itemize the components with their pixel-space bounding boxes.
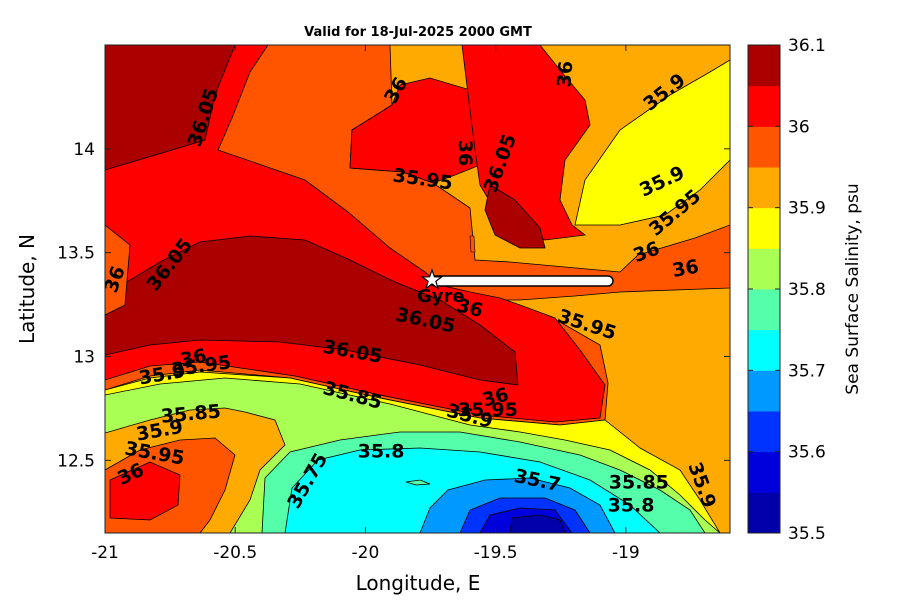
contour-label: 35.85 [609, 472, 669, 494]
colorbar-tick-label: 35.5 [788, 524, 826, 544]
colorbar-ticks: 35.5 35.6 35.7 35.8 35.9 36 36.1 [748, 36, 826, 544]
contour-label: 36 [671, 256, 701, 282]
star-marker-icon [420, 268, 444, 290]
x-axis-ticks: -21 -20.5 -20 -19.5 -19 [91, 45, 640, 563]
contour-label: 36 [553, 60, 577, 88]
colorbar-swatch [748, 492, 780, 534]
gyre-label: Gyre [417, 286, 465, 307]
x-tick-label: -20.5 [213, 543, 257, 563]
contour-label: 35.8 [358, 441, 405, 463]
x-tick-label: -20 [352, 543, 380, 563]
y-axis-ticks: 12.5 13 13.5 14 [57, 140, 730, 471]
colorbar-tick-label: 35.9 [788, 199, 826, 219]
colorbar-tick-label: 35.7 [788, 361, 826, 381]
x-axis-label: Longitude, E [356, 571, 481, 595]
x-tick-label: -21 [91, 543, 119, 563]
colorbar-swatch [748, 248, 780, 290]
plot-frame [104, 44, 731, 534]
chart-title: Valid for 18-Jul-2025 2000 GMT [304, 25, 532, 40]
contour-label: 36 [178, 345, 208, 372]
band-36-36.05-southwest [109, 461, 181, 521]
colorbar-swatch [748, 451, 780, 493]
colorbar-swatch [748, 207, 780, 249]
band-35.85-35.9-northeast [574, 59, 730, 226]
y-tick-label: 14 [73, 140, 95, 160]
track-line [429, 275, 614, 287]
colorbar-swatch [748, 45, 780, 87]
band-above-36.05-northeast [484, 184, 546, 249]
colorbar-swatch [748, 85, 780, 127]
colorbar-swatch [748, 126, 780, 168]
colorbar-tick-label: 36 [788, 117, 810, 137]
y-tick-label: 13.5 [57, 244, 95, 264]
contour-label: 35.85 [160, 401, 222, 428]
colorbar [748, 45, 780, 534]
x-tick-label: -19.5 [474, 543, 518, 563]
small-contour-island [469, 235, 476, 253]
y-tick-label: 13 [73, 347, 95, 367]
colorbar-swatch [748, 289, 780, 331]
colorbar-tick-label: 36.1 [788, 36, 826, 56]
colorbar-swatch [748, 329, 780, 371]
band-below-35.55 [509, 514, 566, 533]
band-above-36.05-northwest [105, 45, 236, 171]
colorbar-swatch [748, 370, 780, 412]
colorbar-swatch [748, 411, 780, 453]
y-axis-label: Latitude, N [15, 234, 39, 344]
contour-label: 35.95 [458, 399, 518, 421]
band-above-36.05-central [105, 235, 519, 386]
contour-label: 36 [454, 140, 476, 166]
contour-label: 35.8 [608, 495, 655, 517]
colorbar-tick-label: 35.8 [788, 280, 826, 300]
colorbar-label: Sea Surface Salinity, psu [843, 183, 863, 394]
gyre-track [420, 268, 614, 290]
colorbar-tick-label: 35.6 [788, 443, 826, 463]
small-contour-island [405, 479, 431, 486]
band-35.95-36-west [105, 224, 131, 316]
x-tick-label: -19 [612, 543, 640, 563]
y-tick-label: 12.5 [57, 451, 95, 471]
colorbar-swatch [748, 167, 780, 209]
